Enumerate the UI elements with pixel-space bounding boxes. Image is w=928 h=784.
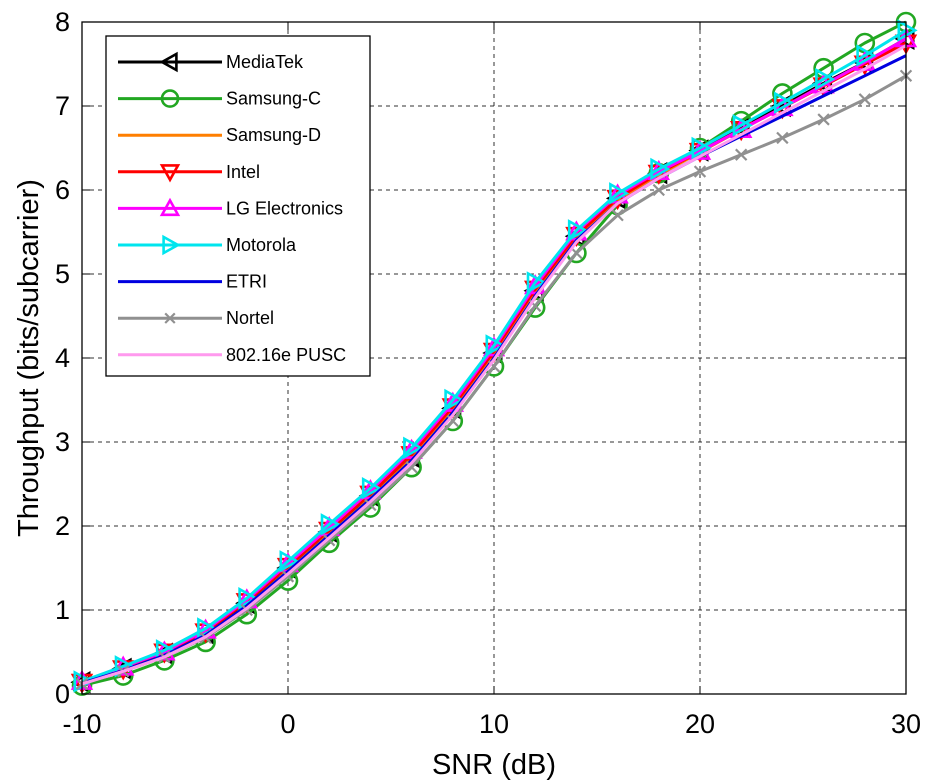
y-tick-label: 3 [55,427,70,457]
x-tick-label: 0 [280,709,295,739]
y-axis-label: Throughput (bits/subcarrier) [13,179,45,537]
triangle-right-marker [856,44,877,67]
x-marker [405,461,418,474]
x-marker [858,93,871,106]
legend: MediaTek Samsung-C Samsung-D Intel LG Electr… [105,35,371,377]
x-marker [364,498,377,512]
x-marker [735,148,748,161]
triangle-right-marker [485,334,506,357]
series-line [81,44,907,686]
legend-entry: LG Electronics [118,197,343,218]
legend-entry: Nortel [118,308,274,328]
legend-label: Samsung-D [226,125,321,145]
legend-label: 802.16e PUSC [226,345,346,365]
triangle-right-marker [815,67,836,91]
triangle-right-marker [732,114,753,137]
y-tick-label: 5 [55,259,70,289]
triangle-right-marker [773,91,795,114]
triangle-right-marker [526,271,547,294]
series-line [81,29,907,683]
y-tick-label: 4 [55,343,70,373]
legend-label: Nortel [226,308,274,328]
x-tick-label: 30 [891,709,921,739]
x-marker [164,312,176,324]
y-tick-label: 2 [55,511,70,541]
legend-entry: Samsung-D [118,125,321,145]
legend-entry: MediaTek [118,51,304,73]
series-802-16e-pusc [81,44,907,686]
x-marker [652,183,665,197]
x-marker [817,113,830,126]
y-tick-label: 7 [55,91,70,121]
triangle-right-marker [897,19,918,42]
x-tick-label: 20 [685,709,715,739]
triangle-right-marker [403,436,424,460]
x-tick-label: 10 [479,709,509,739]
y-tick-label: 6 [55,175,70,205]
x-marker [281,570,295,583]
y-tick-label: 1 [55,595,70,625]
legend-entry: ETRI [118,272,267,292]
x-marker [776,131,789,145]
triangle-down-marker [159,164,181,183]
triangle-right-marker [279,550,300,573]
triangle-right-marker [691,136,712,160]
legend-entry: Motorola [118,234,297,256]
x-marker [611,209,624,222]
legend-entry: Samsung-C [118,89,321,109]
legend-label: Samsung-C [226,89,321,109]
triangle-right-marker [444,388,465,412]
x-tick-label: -10 [62,709,101,739]
legend-label: MediaTek [226,52,304,72]
triangle-right-marker [567,219,589,242]
legend-label: Intel [226,162,260,182]
x-marker [323,534,336,547]
legend-label: ETRI [226,272,267,292]
legend-label: LG Electronics [226,198,343,218]
triangle-right-marker [650,157,671,181]
triangle-right-marker [609,182,630,205]
triangle-right-marker [162,234,181,256]
legend-entry: Intel [118,162,260,183]
circle-marker [160,89,180,108]
legend-entry: 802.16e PUSC [118,345,346,365]
y-tick-label: 8 [55,7,70,37]
series-layer [70,11,918,696]
triangle-right-marker [361,476,383,500]
x-axis-label: SNR (dB) [432,749,556,781]
x-marker [693,165,707,178]
y-tick-label: 0 [55,679,70,709]
triangle-up-marker [159,197,181,217]
triangle-left-marker [159,51,178,73]
legend-label: Motorola [226,235,297,255]
triangle-right-marker [320,513,341,536]
triangle-right-marker [238,587,259,610]
